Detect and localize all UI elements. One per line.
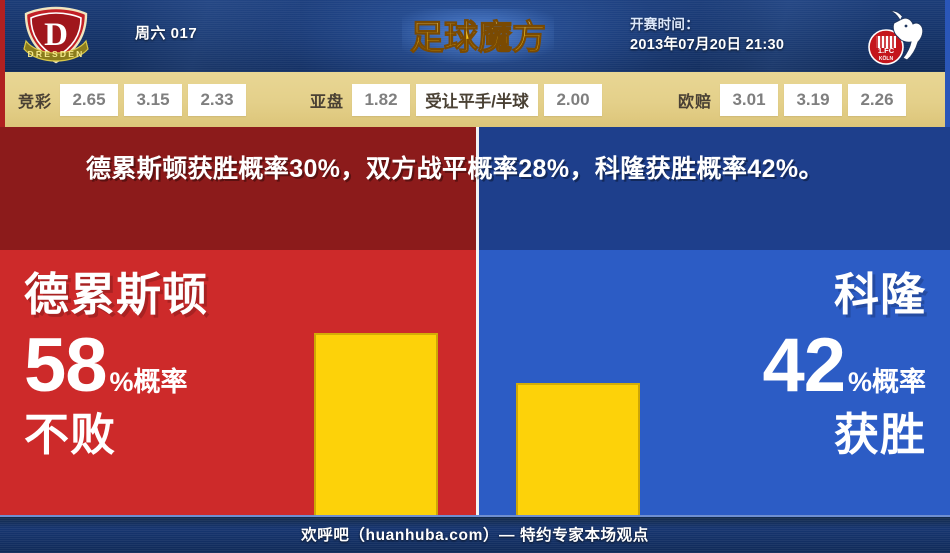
svg-text:DRESDEN: DRESDEN bbox=[28, 49, 85, 59]
bar-away-probability bbox=[516, 383, 640, 515]
fc-koln-crest-icon: 1.FC KÖLN bbox=[856, 6, 936, 66]
dynamo-dresden-crest-icon: D DRESDEN bbox=[18, 5, 94, 67]
svg-text:足球魔方: 足球魔方 bbox=[410, 19, 546, 57]
svg-text:KÖLN: KÖLN bbox=[879, 55, 894, 62]
odds-group-oupei: 欧赔 3.01 3.19 2.26 bbox=[678, 83, 912, 116]
footer-bar: 欢呼吧（huanhuba.com）— 特约专家本场观点 bbox=[0, 515, 950, 553]
match-round-label: 周六 017 bbox=[135, 25, 198, 42]
kickoff-value: 2013年07月20日 21:30 bbox=[630, 37, 785, 53]
kickoff-label: 开赛时间： bbox=[630, 17, 699, 32]
odds-bar: 竞彩 2.65 3.15 2.33 亚盘 1.82 受让平手/半球 2.00 欧… bbox=[0, 72, 950, 127]
home-percent-row: 58 %概率 bbox=[24, 326, 208, 406]
header-light-streak bbox=[120, 0, 300, 72]
odds-group-label: 亚盘 bbox=[310, 93, 345, 111]
header-light-streak bbox=[700, 0, 880, 72]
odds-cell-draw[interactable]: 3.15 bbox=[124, 83, 183, 116]
footer-credit-text: 欢呼吧（huanhuba.com）— 特约专家本场观点 bbox=[301, 527, 649, 544]
away-team-name: 科隆 bbox=[833, 269, 926, 320]
odds-right-accent-stripe bbox=[945, 72, 950, 127]
headline-band: 德累斯顿获胜概率30%，双方战平概率28%，科隆获胜概率42%。 bbox=[0, 127, 950, 250]
odds-cell-away[interactable]: 2.33 bbox=[188, 83, 247, 116]
header-right-accent-stripe bbox=[945, 0, 950, 72]
home-stat-block: 德累斯顿 58 %概率 不败 bbox=[24, 268, 208, 462]
home-percent-suffix: %概率 bbox=[109, 367, 188, 397]
odds-cell-away[interactable]: 2.26 bbox=[848, 83, 907, 116]
odds-cell-handicap[interactable]: 受让平手/半球 bbox=[416, 83, 539, 116]
away-percent-row: 42 %概率 bbox=[762, 326, 926, 406]
probability-chart: 德累斯顿 58 %概率 不败 科隆 42 %概率 获胜 bbox=[0, 250, 950, 515]
odds-group-jingcai: 竞彩 2.65 3.15 2.33 bbox=[18, 83, 252, 116]
home-percent-value: 58 bbox=[24, 323, 108, 408]
header-left-accent-stripe bbox=[0, 0, 5, 72]
away-outcome-label: 获胜 bbox=[833, 409, 926, 460]
odds-group-label: 竞彩 bbox=[18, 93, 53, 111]
odds-cell-home[interactable]: 2.65 bbox=[60, 83, 119, 116]
odds-group-yapan: 亚盘 1.82 受让平手/半球 2.00 bbox=[310, 83, 608, 116]
chart-divider bbox=[476, 250, 479, 515]
odds-cell-home[interactable]: 1.82 bbox=[352, 83, 411, 116]
headline-text: 德累斯顿获胜概率30%，双方战平概率28%，科隆获胜概率42%。 bbox=[86, 155, 824, 183]
odds-group-label: 欧赔 bbox=[678, 93, 713, 111]
home-outcome-label: 不败 bbox=[24, 409, 117, 460]
away-percent-value: 42 bbox=[762, 323, 846, 408]
headline-left-half bbox=[0, 127, 478, 250]
match-header: D DRESDEN 周六 017 bbox=[0, 0, 950, 72]
bar-home-probability bbox=[314, 333, 438, 515]
home-team-name: 德累斯顿 bbox=[24, 269, 209, 320]
kickoff-time-block: 开赛时间： 2013年07月20日 21:30 bbox=[630, 14, 840, 56]
svg-text:D: D bbox=[44, 17, 68, 53]
headline-right-half bbox=[478, 127, 950, 250]
away-percent-suffix: %概率 bbox=[847, 367, 926, 397]
away-stat-block: 科隆 42 %概率 获胜 bbox=[762, 268, 926, 462]
odds-cell-away[interactable]: 2.00 bbox=[544, 83, 603, 116]
odds-cell-draw[interactable]: 3.19 bbox=[784, 83, 843, 116]
odds-left-accent-stripe bbox=[0, 72, 5, 127]
odds-cell-home[interactable]: 3.01 bbox=[720, 83, 779, 116]
brand-logo: 足球魔方 bbox=[402, 9, 554, 63]
headline-divider bbox=[476, 127, 479, 250]
svg-text:1.FC: 1.FC bbox=[878, 46, 895, 55]
footer-top-rule bbox=[0, 515, 950, 517]
